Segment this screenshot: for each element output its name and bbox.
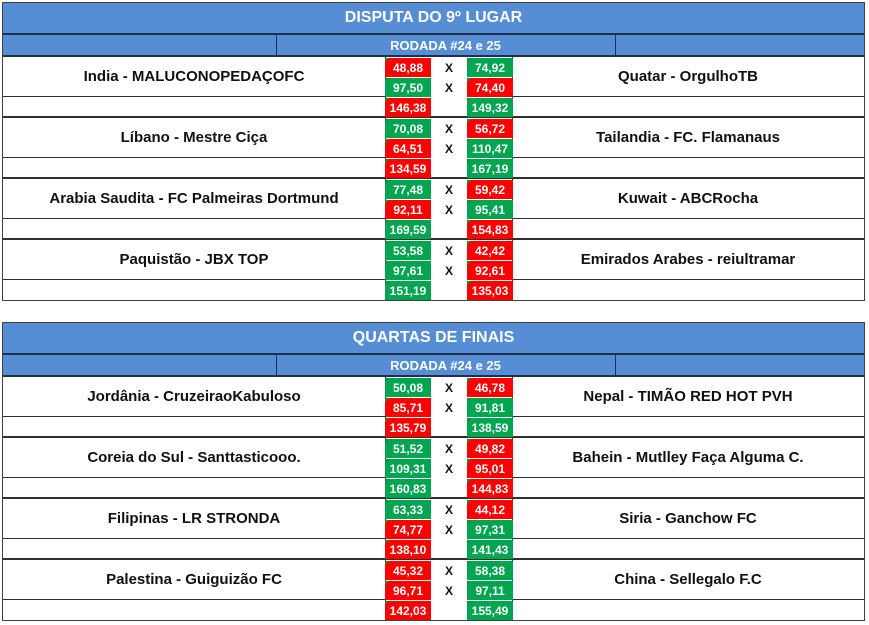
left-score-1: 63,33 <box>385 500 431 519</box>
right-total: 135,03 <box>467 281 513 300</box>
right-total: 167,19 <box>467 159 513 178</box>
left-team: Filipinas - LR STRONDA <box>3 499 385 539</box>
versus-mark: X <box>444 502 453 517</box>
round-header: RODADA #24 e 25 <box>3 355 864 377</box>
section-9th-place: DISPUTA DO 9º LUGAR RODADA #24 e 25 Indi… <box>2 2 865 301</box>
left-total: 142,03 <box>385 601 431 620</box>
match-row: India - MALUCONOPEDAÇOFC Quatar - Orgulh… <box>3 57 864 118</box>
match-row: Líbano - Mestre Ciça Tailandia - FC. Fla… <box>3 118 864 179</box>
right-total: 144,83 <box>467 479 513 498</box>
versus-mark: X <box>444 80 453 95</box>
versus-mark: X <box>444 202 453 217</box>
left-total: 151,19 <box>385 281 431 300</box>
left-score-2: 97,61 <box>385 261 431 280</box>
left-score-2: 85,71 <box>385 398 431 417</box>
right-score-2: 91,81 <box>467 398 513 417</box>
right-score-1: 56,72 <box>467 119 513 138</box>
right-total: 149,32 <box>467 98 513 117</box>
right-team: Siria - Ganchow FC <box>512 499 864 539</box>
left-team: Líbano - Mestre Ciça <box>3 118 385 158</box>
left-total: 160,83 <box>385 479 431 498</box>
versus-mark: X <box>444 400 453 415</box>
left-score-2: 109,31 <box>385 459 431 478</box>
right-score-2: 97,31 <box>467 520 513 539</box>
right-team: Quatar - OrgulhoTB <box>512 57 864 97</box>
round-label: RODADA #24 e 25 <box>390 37 501 53</box>
left-score-2: 97,50 <box>385 78 431 97</box>
left-team: India - MALUCONOPEDAÇOFC <box>3 57 385 97</box>
left-total: 146,38 <box>385 98 431 117</box>
right-score-1: 59,42 <box>467 180 513 199</box>
match-row: Filipinas - LR STRONDA Siria - Ganchow F… <box>3 499 864 560</box>
right-total: 154,83 <box>467 220 513 239</box>
versus-mark: X <box>444 380 453 395</box>
left-score-1: 70,08 <box>385 119 431 138</box>
left-team: Coreia do Sul - Santtasticooo. <box>3 438 385 478</box>
versus-mark: X <box>444 141 453 156</box>
versus-mark: X <box>444 461 453 476</box>
versus-mark: X <box>444 243 453 258</box>
match-row: Arabia Saudita - FC Palmeiras Dortmund K… <box>3 179 864 240</box>
right-team: Tailandia - FC. Flamanaus <box>512 118 864 158</box>
left-team: Palestina - Guiguizão FC <box>3 560 385 600</box>
left-team: Arabia Saudita - FC Palmeiras Dortmund <box>3 179 385 219</box>
versus-mark: X <box>444 182 453 197</box>
right-score-2: 97,11 <box>467 581 513 600</box>
left-score-1: 50,08 <box>385 378 431 397</box>
left-team: Jordânia - CruzeiraoKabuloso <box>3 377 385 417</box>
left-total: 169,59 <box>385 220 431 239</box>
left-team: Paquistão - JBX TOP <box>3 240 385 280</box>
left-score-1: 53,58 <box>385 241 431 260</box>
left-score-1: 45,32 <box>385 561 431 580</box>
right-score-1: 58,38 <box>467 561 513 580</box>
versus-mark: X <box>444 60 453 75</box>
versus-mark: X <box>444 441 453 456</box>
right-score-1: 42,42 <box>467 241 513 260</box>
right-team: China - Sellegalo F.C <box>512 560 864 600</box>
left-total: 134,59 <box>385 159 431 178</box>
match-row: Coreia do Sul - Santtasticooo. Bahein - … <box>3 438 864 499</box>
section-title: DISPUTA DO 9º LUGAR <box>3 3 864 35</box>
match-row: Palestina - Guiguizão FC China - Sellega… <box>3 560 864 620</box>
versus-mark: X <box>444 563 453 578</box>
right-score-2: 110,47 <box>467 139 513 158</box>
right-total: 141,43 <box>467 540 513 559</box>
left-score-2: 64,51 <box>385 139 431 158</box>
right-score-2: 95,01 <box>467 459 513 478</box>
section-title: QUARTAS DE FINAIS <box>3 323 864 355</box>
match-row: Paquistão - JBX TOP Emirados Arabes - re… <box>3 240 864 300</box>
section-quarterfinals: QUARTAS DE FINAIS RODADA #24 e 25 Jordân… <box>2 322 865 621</box>
right-team: Bahein - Mutlley Faça Alguma C. <box>512 438 864 478</box>
right-score-1: 49,82 <box>467 439 513 458</box>
right-total: 138,59 <box>467 418 513 437</box>
versus-mark: X <box>444 522 453 537</box>
left-total: 138,10 <box>385 540 431 559</box>
round-header: RODADA #24 e 25 <box>3 35 864 57</box>
versus-mark: X <box>444 263 453 278</box>
right-total: 155,49 <box>467 601 513 620</box>
left-score-1: 51,52 <box>385 439 431 458</box>
right-score-2: 74,40 <box>467 78 513 97</box>
left-total: 135,79 <box>385 418 431 437</box>
right-score-1: 74,92 <box>467 58 513 77</box>
versus-mark: X <box>444 121 453 136</box>
left-score-2: 74,77 <box>385 520 431 539</box>
right-team: Emirados Arabes - reiultramar <box>512 240 864 280</box>
right-score-1: 44,12 <box>467 500 513 519</box>
right-score-2: 92,61 <box>467 261 513 280</box>
left-score-2: 92,11 <box>385 200 431 219</box>
left-score-1: 48,88 <box>385 58 431 77</box>
right-team: Nepal - TIMÃO RED HOT PVH <box>512 377 864 417</box>
left-score-2: 96,71 <box>385 581 431 600</box>
right-score-2: 95,41 <box>467 200 513 219</box>
right-score-1: 46,78 <box>467 378 513 397</box>
right-team: Kuwait - ABCRocha <box>512 179 864 219</box>
left-score-1: 77,48 <box>385 180 431 199</box>
match-row: Jordânia - CruzeiraoKabuloso Nepal - TIM… <box>3 377 864 438</box>
round-label: RODADA #24 e 25 <box>390 357 501 373</box>
versus-mark: X <box>444 583 453 598</box>
